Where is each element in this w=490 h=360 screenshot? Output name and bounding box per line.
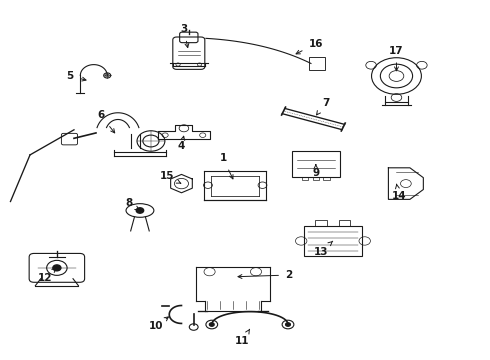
Bar xyxy=(339,220,350,226)
Bar xyxy=(292,151,340,177)
Text: 10: 10 xyxy=(149,317,169,331)
Bar xyxy=(323,177,330,180)
Bar xyxy=(302,177,308,180)
Bar xyxy=(313,177,319,180)
Bar xyxy=(304,226,362,256)
Text: 14: 14 xyxy=(392,184,406,201)
Text: 1: 1 xyxy=(220,153,233,179)
Text: 12: 12 xyxy=(37,269,56,283)
Text: 6: 6 xyxy=(97,111,115,133)
Circle shape xyxy=(53,265,61,271)
Text: 4: 4 xyxy=(178,136,185,151)
Text: 16: 16 xyxy=(296,39,323,54)
Text: 5: 5 xyxy=(67,71,86,81)
Text: 7: 7 xyxy=(317,98,329,115)
Bar xyxy=(316,220,327,226)
Text: 2: 2 xyxy=(238,270,293,280)
Text: 9: 9 xyxy=(312,165,319,178)
Text: 13: 13 xyxy=(314,241,333,257)
Text: 8: 8 xyxy=(125,198,139,210)
Text: 3: 3 xyxy=(180,24,189,48)
Text: 17: 17 xyxy=(389,46,404,71)
Circle shape xyxy=(286,323,291,326)
Text: 15: 15 xyxy=(160,171,181,183)
Circle shape xyxy=(209,323,214,326)
Circle shape xyxy=(136,208,144,213)
Text: 11: 11 xyxy=(235,329,250,346)
